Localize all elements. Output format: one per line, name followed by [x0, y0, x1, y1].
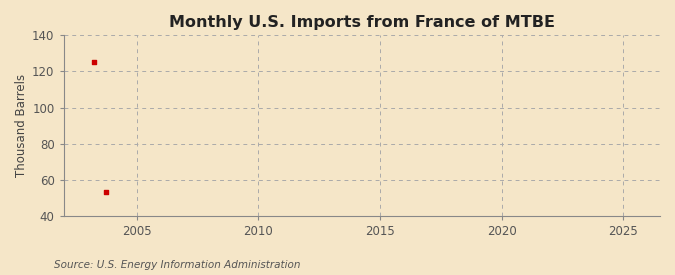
Point [101, 190, 111, 195]
Text: Source: U.S. Energy Information Administration: Source: U.S. Energy Information Administ… [54, 260, 300, 270]
Title: Monthly U.S. Imports from France of MTBE: Monthly U.S. Imports from France of MTBE [169, 15, 555, 30]
Point [88, 60, 99, 65]
Y-axis label: Thousand Barrels: Thousand Barrels [15, 74, 28, 177]
